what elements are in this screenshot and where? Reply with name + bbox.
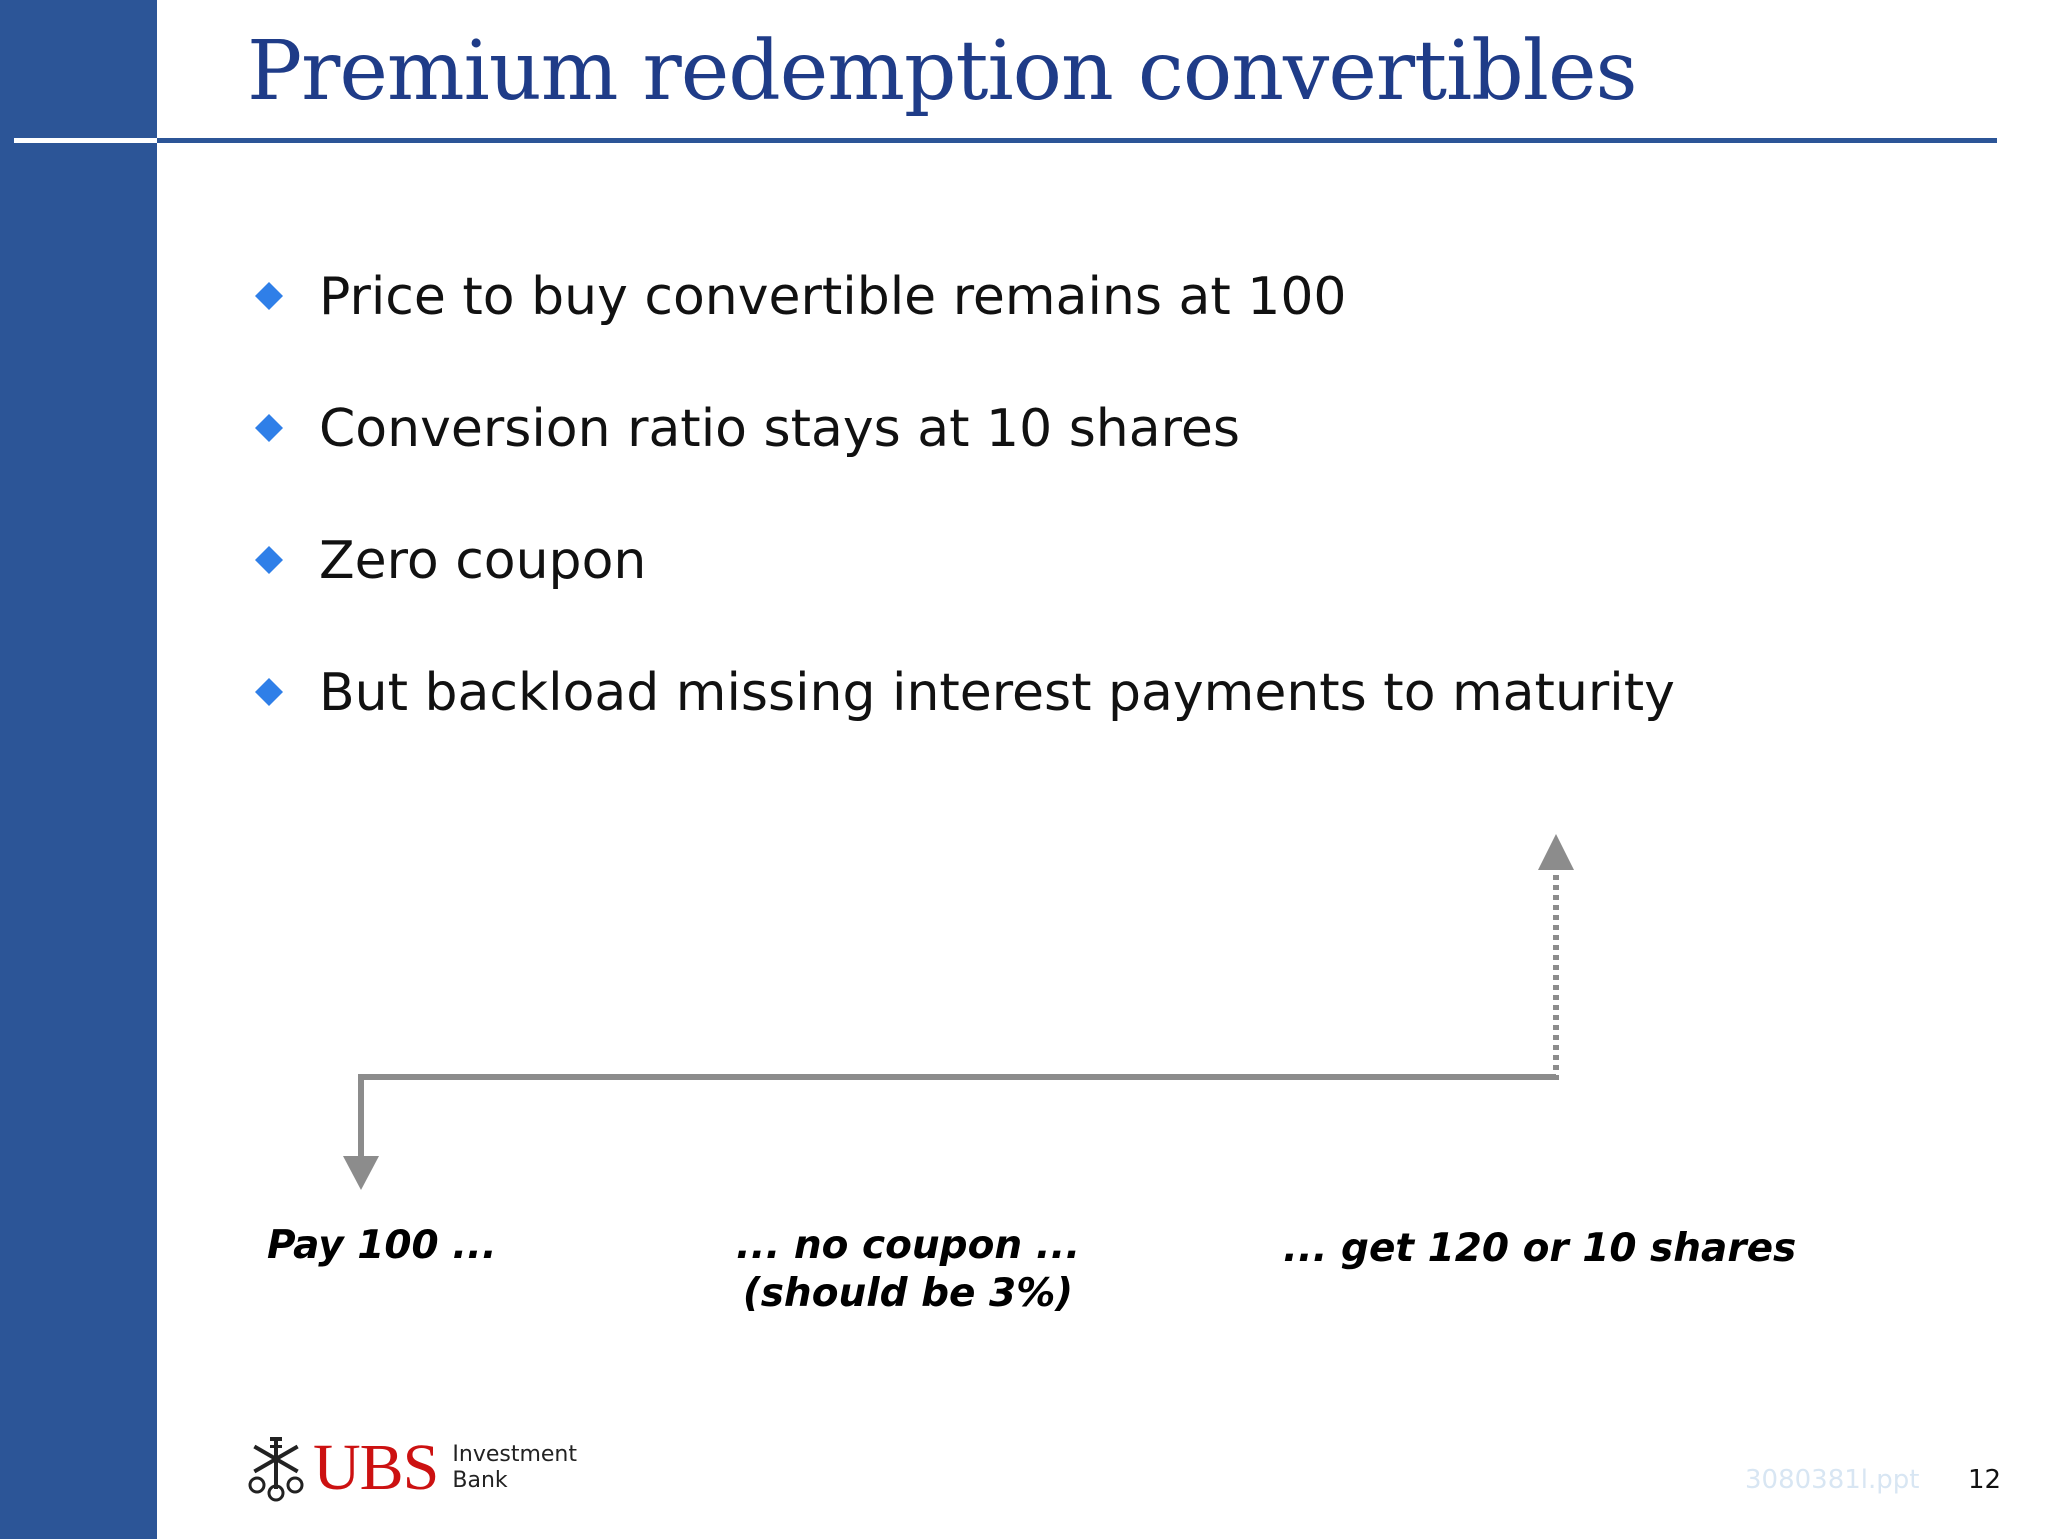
diamond-bullet-icon <box>255 414 283 442</box>
timeline-middle-label: ... no coupon ... (should be 3%) <box>700 1222 1116 1318</box>
bullet-item: Conversion ratio stays at 10 shares <box>255 387 1675 519</box>
diamond-bullet-icon <box>255 678 283 706</box>
bullet-text: Price to buy convertible remains at 100 <box>319 267 1347 327</box>
ubs-keys-icon <box>248 1437 304 1502</box>
title-rule-notch <box>14 138 157 143</box>
left-brand-bar <box>0 0 157 1539</box>
timeline-middle-label-line2: (should be 3%) <box>742 1271 1074 1316</box>
timeline-middle-label-line1: ... no coupon ... <box>735 1223 1081 1268</box>
logo-wordmark: UBS <box>313 1431 439 1504</box>
file-reference: 3080381l.ppt <box>1745 1465 1920 1495</box>
ubs-logo: UBS Investment Bank <box>245 1432 577 1504</box>
timeline-start-label: Pay 100 ... <box>267 1223 497 1268</box>
diamond-bullet-icon <box>255 282 283 310</box>
bullet-list: Price to buy convertible remains at 100 … <box>255 255 1675 783</box>
bullet-text: But backload missing interest payments t… <box>319 663 1675 723</box>
bullet-text: Zero coupon <box>319 531 647 591</box>
page-number: 12 <box>1968 1465 2002 1495</box>
logo-division: Investment Bank <box>452 1442 577 1494</box>
bullet-item: Zero coupon <box>255 519 1675 651</box>
logo-division-line1: Investment <box>452 1442 577 1467</box>
diamond-bullet-icon <box>255 546 283 574</box>
bullet-item: Price to buy convertible remains at 100 <box>255 255 1675 387</box>
redemption-arrow-up-icon <box>1538 834 1574 870</box>
timeline-end-label: ... get 120 or 10 shares <box>1283 1226 1797 1271</box>
logo-division-line2: Bank <box>452 1468 508 1493</box>
payment-arrow-down-icon <box>343 1156 379 1190</box>
slide-title: Premium redemption convertibles <box>247 24 1638 119</box>
bullet-item: But backload missing interest payments t… <box>255 651 1675 783</box>
bullet-text: Conversion ratio stays at 10 shares <box>319 399 1240 459</box>
title-rule <box>157 138 1997 143</box>
